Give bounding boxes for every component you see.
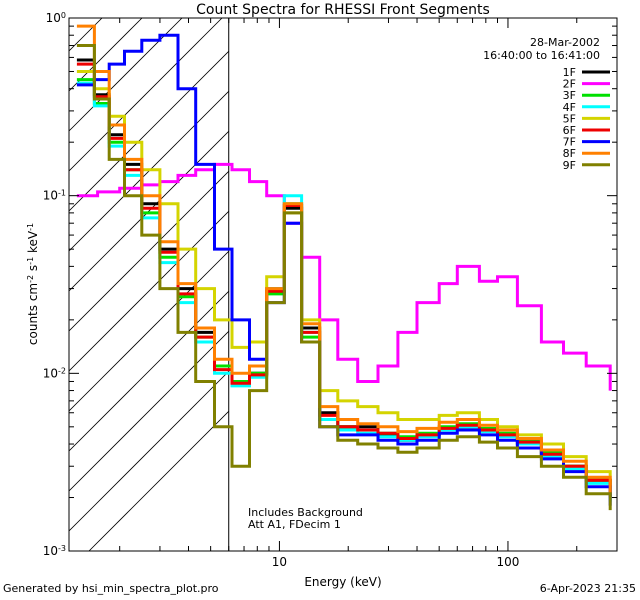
y-axis-label: counts cm-2 s-1 keV-1 bbox=[26, 223, 41, 345]
legend-label-5F: 5F bbox=[563, 112, 576, 125]
generated-by-label: Generated by hsi_min_spectra_plot.pro bbox=[3, 582, 219, 595]
hatch-line bbox=[88, 410, 229, 551]
timestamp-label: 6-Apr-2023 21:35 bbox=[539, 582, 636, 595]
series-line-5F bbox=[76, 70, 612, 487]
legend-label-4F: 4F bbox=[563, 101, 576, 114]
date-label: 28-Mar-2002 bbox=[530, 36, 600, 49]
chart-title: Count Spectra for RHESSI Front Segments bbox=[196, 2, 490, 18]
legend-label-2F: 2F bbox=[563, 78, 576, 91]
hatch-line bbox=[69, 170, 229, 332]
legend-label-1F: 1F bbox=[563, 66, 576, 79]
series-line-9F bbox=[76, 44, 612, 511]
series-line-1F bbox=[76, 58, 612, 498]
hatch-line bbox=[69, 370, 229, 532]
hatch-line bbox=[69, 330, 229, 492]
legend-label-3F: 3F bbox=[563, 89, 576, 102]
legend-label-8F: 8F bbox=[563, 147, 576, 160]
hatch-line bbox=[69, 290, 229, 452]
y-tick-label: 100 bbox=[46, 11, 66, 26]
series-layer bbox=[76, 24, 612, 511]
y-tick-label: 10-3 bbox=[43, 544, 66, 559]
annotation-attenuator: Att A1, FDecim 1 bbox=[248, 518, 341, 531]
axes: 10 100 100 10-1 10-2 10-3 bbox=[43, 11, 618, 569]
legend-label-9F: 9F bbox=[563, 159, 576, 172]
x-axis-label: Energy (keV) bbox=[304, 575, 381, 589]
y-tick-label: 10-1 bbox=[43, 188, 66, 203]
annotations: Includes Background Att A1, FDecim 1 bbox=[248, 506, 363, 531]
x-tick-label: 100 bbox=[497, 555, 520, 569]
legend-label-7F: 7F bbox=[563, 136, 576, 149]
header-info: 28-Mar-2002 16:40:00 to 16:41:00 bbox=[483, 36, 600, 62]
series-line-6F bbox=[76, 62, 612, 498]
hatch-line bbox=[69, 130, 229, 292]
legend-label-6F: 6F bbox=[563, 124, 576, 137]
series-line-8F bbox=[76, 24, 612, 494]
y-tick-label: 10-2 bbox=[43, 366, 66, 381]
hatch-line bbox=[69, 210, 229, 372]
series-line-2F bbox=[76, 162, 612, 391]
time-range-label: 16:40:00 to 16:41:00 bbox=[483, 49, 600, 62]
hatch-line bbox=[69, 18, 223, 172]
plot-frame bbox=[68, 17, 618, 552]
hatch-line bbox=[69, 18, 103, 52]
hatch-line bbox=[69, 250, 229, 412]
annotation-background: Includes Background bbox=[248, 506, 363, 519]
x-tick-label: 10 bbox=[272, 555, 287, 569]
hatch-line bbox=[69, 50, 229, 212]
